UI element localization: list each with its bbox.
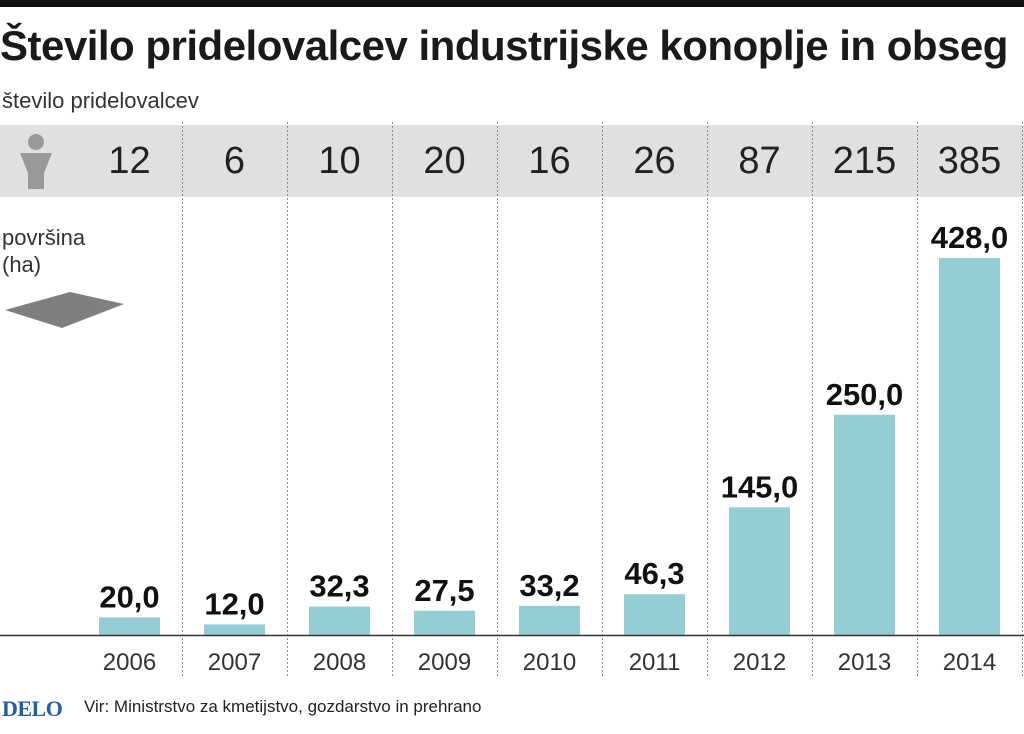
- year-label-2012: 2012: [733, 649, 786, 676]
- value-label-2010: 33,2: [519, 568, 579, 603]
- field-area-icon: [5, 292, 124, 328]
- area-label: površina (ha): [2, 224, 85, 278]
- page-title: Število pridelovalcev industrijske konop…: [0, 22, 1008, 69]
- producer-count-2014: 385: [937, 140, 1002, 182]
- bar-2012: [729, 507, 790, 635]
- bar-2010: [519, 605, 580, 635]
- year-label-2007: 2007: [208, 649, 261, 676]
- year-label-2008: 2008: [313, 649, 366, 676]
- area-label-line2: (ha): [2, 252, 42, 277]
- value-label-2014: 428,0: [931, 220, 1009, 255]
- producer-count-2013: 215: [832, 140, 897, 182]
- value-label-2012: 145,0: [721, 469, 799, 504]
- area-label-line1: površina: [2, 225, 86, 250]
- person-icon: [20, 134, 52, 189]
- value-label-2011: 46,3: [624, 556, 684, 591]
- year-label-2010: 2010: [523, 649, 576, 676]
- year-label-2013: 2013: [838, 649, 891, 676]
- source-note: Vir: Ministrstvo za kmetijstvo, gozdarst…: [84, 697, 482, 716]
- producer-count-2012: 87: [738, 140, 781, 182]
- value-label-2008: 32,3: [309, 569, 369, 604]
- value-label-2013: 250,0: [826, 377, 904, 412]
- bar-2009: [414, 610, 475, 635]
- year-label-2006: 2006: [103, 649, 156, 676]
- producer-count-2006: 12: [108, 140, 151, 182]
- year-label-2009: 2009: [418, 649, 471, 676]
- year-label-2011: 2011: [629, 649, 681, 676]
- producer-count-2011: 26: [633, 140, 676, 182]
- bar-2008: [309, 606, 370, 635]
- top-rule: [0, 0, 1024, 7]
- value-label-2009: 27,5: [414, 573, 474, 608]
- producer-count-2010: 16: [528, 140, 571, 182]
- producers-subtitle: število pridelovalcev: [2, 88, 199, 113]
- bar-2007: [204, 624, 265, 635]
- producers-band: [0, 125, 1024, 197]
- producer-count-2007: 6: [223, 140, 246, 182]
- delo-logo: DELO: [2, 696, 63, 721]
- producer-count-2008: 10: [318, 140, 361, 182]
- bar-2011: [624, 594, 685, 635]
- value-label-2006: 20,0: [99, 579, 159, 614]
- bar-2006: [99, 617, 160, 635]
- value-label-2007: 12,0: [204, 586, 264, 621]
- bar-2013: [834, 414, 895, 635]
- bar-2014: [939, 258, 1000, 635]
- producer-count-2009: 20: [423, 140, 466, 182]
- year-label-2014: 2014: [943, 649, 996, 676]
